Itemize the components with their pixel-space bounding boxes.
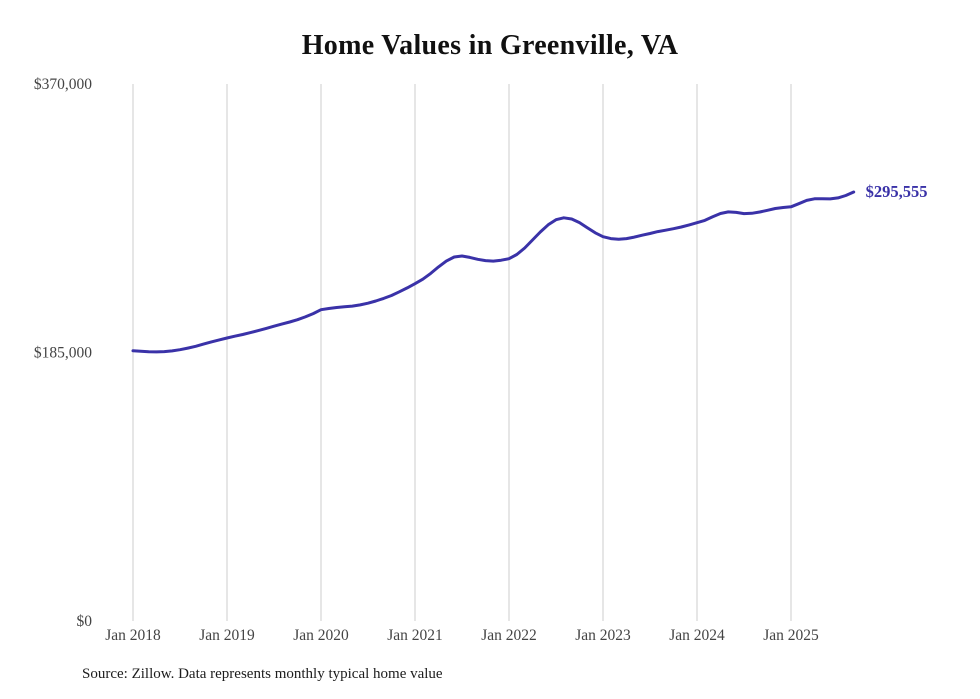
x-axis-label: Jan 2019 xyxy=(199,627,255,644)
home-value-line xyxy=(131,190,856,354)
x-axis-label: Jan 2025 xyxy=(763,627,819,644)
y-axis-label: $185,000 xyxy=(34,345,92,362)
x-axis-label: Jan 2022 xyxy=(481,627,537,644)
x-axis-label: Jan 2018 xyxy=(105,627,161,644)
x-axis-label: Jan 2021 xyxy=(387,627,443,644)
x-axis-label: Jan 2024 xyxy=(669,627,725,644)
y-axis-label: $0 xyxy=(77,613,93,630)
end-value-label: $295,555 xyxy=(866,182,928,201)
x-axis-label: Jan 2023 xyxy=(575,627,631,644)
source-note: Source: Zillow. Data represents monthly … xyxy=(82,666,443,682)
x-axis-label: Jan 2020 xyxy=(293,627,349,644)
chart-title: Home Values in Greenville, VA xyxy=(301,30,679,61)
y-axis-label: $370,000 xyxy=(34,76,92,93)
